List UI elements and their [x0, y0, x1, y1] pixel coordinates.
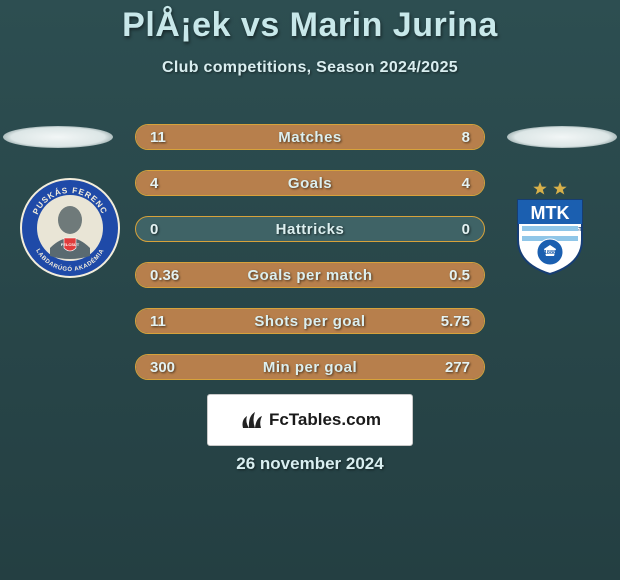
row-label: Matches [278, 129, 342, 146]
stat-row: Goals 4 4 [135, 170, 485, 196]
stat-row: Hattricks 0 0 [135, 216, 485, 242]
date-label: 26 november 2024 [0, 454, 620, 474]
player-shadow-right [507, 126, 617, 148]
fill-left [136, 171, 310, 195]
row-value-right: 4 [462, 175, 470, 192]
svg-text:FELCSÚT: FELCSÚT [61, 242, 80, 247]
club-badge-left: PUSKÁS FERENC LABDARÚGÓ AKADÉMIA FELCSÚT [20, 178, 120, 278]
row-value-left: 300 [150, 359, 175, 376]
row-value-left: 11 [150, 129, 166, 146]
stat-rows: Matches 11 8 Goals 4 4 Hattricks 0 0 Goals per ma… [135, 124, 485, 400]
svg-text:MTK: MTK [531, 203, 570, 223]
row-value-right: 0 [462, 221, 470, 238]
player-shadow-left [3, 126, 113, 148]
row-label: Hattricks [276, 221, 345, 238]
row-label: Min per goal [263, 359, 357, 376]
stat-row: Min per goal 300 277 [135, 354, 485, 380]
attribution-box: FcTables.com [207, 394, 413, 446]
stat-row: Goals per match 0.36 0.5 [135, 262, 485, 288]
row-value-right: 0.5 [449, 267, 470, 284]
row-value-right: 8 [462, 129, 470, 146]
page-title: PlÅ¡ek vs Marin Jurina [0, 0, 620, 45]
row-value-left: 0.36 [150, 267, 179, 284]
stat-row: Shots per goal 11 5.75 [135, 308, 485, 334]
mtk-badge-icon: MTK BUDAPEST 1888 [500, 178, 600, 278]
row-label: Goals per match [247, 267, 372, 284]
comparison-infographic: PlÅ¡ek vs Marin Jurina Club competitions… [0, 0, 620, 580]
row-value-right: 5.75 [441, 313, 470, 330]
club-badge-right: MTK BUDAPEST 1888 [500, 178, 600, 278]
row-label: Shots per goal [254, 313, 365, 330]
row-value-right: 277 [445, 359, 470, 376]
attribution-text: FcTables.com [269, 410, 381, 430]
fctables-logo-icon [239, 410, 263, 430]
stat-row: Matches 11 8 [135, 124, 485, 150]
page-subtitle: Club competitions, Season 2024/2025 [0, 59, 620, 77]
row-value-left: 0 [150, 221, 158, 238]
row-label: Goals [288, 175, 332, 192]
puskas-badge-icon: PUSKÁS FERENC LABDARÚGÓ AKADÉMIA FELCSÚT [20, 178, 120, 278]
fill-right [310, 171, 484, 195]
row-value-left: 4 [150, 175, 158, 192]
row-value-left: 11 [150, 313, 166, 330]
svg-text:1888: 1888 [544, 250, 556, 256]
